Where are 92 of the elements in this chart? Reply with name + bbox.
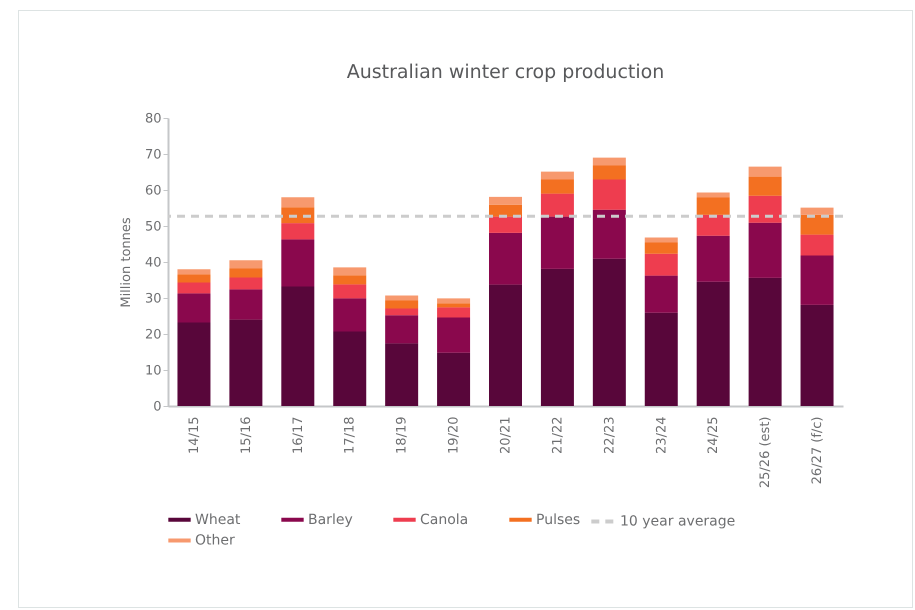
chart-title: Australian winter crop production: [346, 61, 664, 83]
bar: [177, 293, 210, 322]
bar: [177, 274, 210, 283]
y-tick-label: 10: [144, 364, 162, 378]
legend-label: Pulses: [536, 512, 580, 528]
bar: [592, 180, 626, 210]
bar: [229, 277, 262, 290]
bar: [489, 284, 522, 406]
bar: [281, 223, 314, 240]
bar: [800, 208, 834, 215]
bar: [644, 254, 678, 276]
bar: [540, 172, 574, 180]
bar: [385, 300, 418, 308]
y-tick-label: 60: [144, 184, 162, 198]
x-tick-label: 15/16: [238, 416, 254, 454]
legend-label: Barley: [308, 512, 353, 528]
bar: [489, 216, 522, 233]
bar: [800, 256, 834, 305]
bar: [489, 196, 522, 205]
x-tick-label: 18/19: [394, 416, 410, 454]
bar: [540, 194, 574, 217]
bar: [437, 317, 470, 353]
bar: [177, 322, 210, 406]
bar: [696, 236, 730, 282]
legend-label: Other: [195, 532, 235, 548]
bar: [696, 282, 730, 406]
bar: [281, 286, 314, 406]
bar: [437, 303, 470, 308]
bar: [696, 198, 730, 215]
bar: [748, 222, 782, 278]
bar: [540, 216, 574, 269]
bar: [644, 276, 678, 313]
x-tick-label: 20/21: [498, 416, 514, 454]
y-tick-label: 70: [144, 148, 162, 162]
bar: [281, 197, 314, 208]
y-tick-label: 50: [144, 220, 162, 234]
bar: [229, 289, 262, 320]
x-tick-label: 26/27 (f/c): [810, 416, 826, 484]
bar: [281, 239, 314, 286]
legend-label: Canola: [420, 512, 468, 528]
bar: [177, 282, 210, 294]
x-tick-label: 16/17: [290, 416, 306, 454]
bar: [385, 343, 418, 406]
bar: [800, 214, 834, 235]
x-tick-label: 21/22: [550, 416, 566, 454]
bar: [644, 238, 678, 243]
bar: [748, 278, 782, 406]
bar: [177, 269, 210, 274]
bar: [540, 180, 574, 194]
bar: [592, 258, 626, 406]
bar: [748, 196, 782, 223]
x-tick-label: 24/25: [706, 416, 722, 454]
bar: [800, 234, 834, 256]
x-tick-label: 23/24: [654, 416, 670, 454]
bar: [696, 192, 730, 198]
bar: [592, 158, 626, 166]
bar: [385, 308, 418, 316]
bar: [229, 260, 262, 268]
bar: [800, 304, 834, 406]
bar: [592, 166, 626, 180]
bar: [437, 352, 470, 406]
x-tick-label: 17/18: [342, 416, 358, 454]
bar: [229, 320, 262, 406]
bar: [333, 275, 366, 284]
bar: [540, 268, 574, 406]
bar: [748, 166, 782, 177]
bar: [748, 176, 782, 196]
bar: [644, 242, 678, 254]
x-tick-label: 19/20: [446, 416, 462, 454]
bar: [489, 232, 522, 285]
bar: [592, 210, 626, 259]
y-tick-label: 30: [144, 292, 162, 306]
x-tick-label: 14/15: [186, 416, 202, 454]
bar: [333, 284, 366, 298]
bar: [437, 298, 470, 304]
legend-label: 10 year average: [620, 514, 736, 530]
y-tick-label: 0: [153, 400, 162, 414]
y-tick-label: 20: [144, 328, 162, 342]
bar: [333, 298, 366, 332]
y-tick-label: 40: [144, 256, 162, 270]
y-axis-title: Million tonnes: [118, 217, 134, 308]
bar: [385, 315, 418, 344]
bar: [229, 268, 262, 278]
bar: [644, 312, 678, 406]
bar: [437, 307, 470, 318]
bar: [333, 267, 366, 276]
x-tick-label: 25/26 (est): [758, 416, 774, 488]
x-tick-label: 22/23: [602, 416, 618, 454]
bar: [385, 295, 418, 301]
bar: [333, 331, 366, 406]
y-tick-label: 80: [144, 112, 162, 126]
legend-label: Wheat: [195, 512, 241, 528]
